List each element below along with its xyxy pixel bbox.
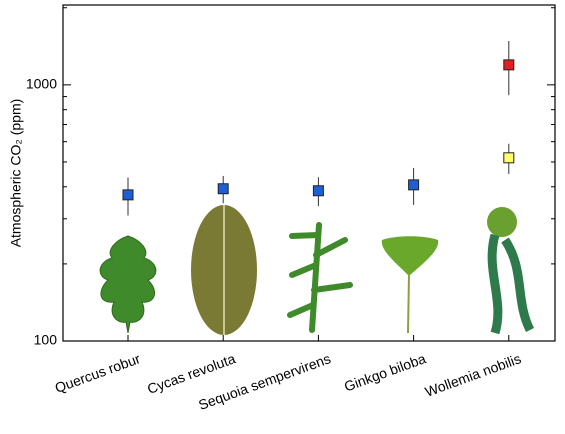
sprig — [287, 302, 316, 318]
point — [503, 152, 515, 164]
x-tick-label: Quercus robur — [53, 350, 143, 396]
wollemia-cone — [487, 207, 517, 237]
x-tick-label: Wollemia nobilis — [423, 350, 523, 400]
sprig — [309, 222, 322, 333]
sprig — [311, 282, 353, 293]
plot-frame — [62, 4, 556, 342]
sprig — [313, 237, 348, 258]
point — [408, 179, 420, 191]
oak-leaf — [99, 235, 157, 334]
y-tick-label: 100 — [34, 332, 58, 348]
ginkgo-leaf — [381, 236, 439, 275]
sprig — [289, 262, 319, 278]
ginkgo-stem — [407, 273, 410, 334]
point — [122, 189, 134, 201]
point — [312, 185, 324, 197]
bands — [82, 58, 555, 197]
point — [217, 183, 229, 195]
point — [503, 59, 515, 71]
sequoia-sprig — [287, 222, 353, 333]
leaf-illustrations — [99, 205, 535, 335]
wollemia-branch — [487, 233, 535, 335]
sprig — [289, 232, 321, 239]
x-tick-label: Ginkgo biloba — [342, 350, 428, 394]
y-tick-label: 1000 — [26, 76, 57, 92]
y-axis-label: Atmospheric CO₂ (ppm) — [8, 99, 24, 248]
